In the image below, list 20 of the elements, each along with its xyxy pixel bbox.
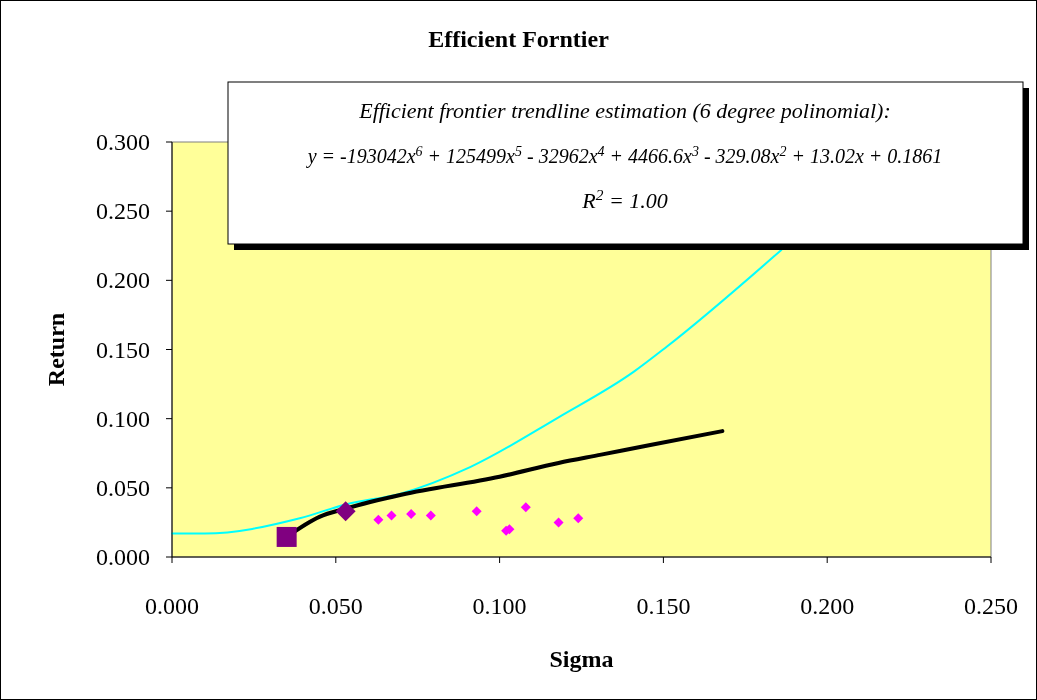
- y-tick-label: 0.250: [96, 198, 150, 225]
- y-tick-label: 0.050: [96, 474, 150, 501]
- x-tick-label: 0.100: [472, 593, 527, 619]
- y-tick-label: 0.000: [96, 544, 150, 570]
- text: Efficient frontier trendline estimation (6 degree polinomial):: [358, 98, 891, 123]
- x-tick-label: 0.050: [308, 593, 363, 619]
- x-tick-label: 0.250: [964, 593, 1018, 619]
- y-tick-label: 0.150: [96, 336, 150, 363]
- y-axis-title: Return: [43, 312, 69, 387]
- y-tick-label: 0.300: [96, 129, 150, 155]
- x-tick-label: 0.200: [800, 593, 855, 619]
- x-axis-title: Sigma: [549, 646, 614, 672]
- y-tick-label: 0.200: [96, 267, 150, 294]
- x-tick-label: 0.000: [145, 593, 199, 619]
- y-tick-label: 0.100: [96, 405, 150, 432]
- line-series: [171, 248, 783, 535]
- x-tick-label: 0.150: [636, 593, 691, 619]
- chart-title: Efficient Forntier: [428, 26, 610, 52]
- text: y = -193042x$^{6}$ + 125499x$^{5}$ - 32962x$^{4}$ + 4466.6x$^{3}$ - 329.08x$^{2}$ + 13.02x + 0.1861: [307, 143, 943, 167]
- annotation: R$^{2}$ = 1.00: [581, 185, 668, 213]
